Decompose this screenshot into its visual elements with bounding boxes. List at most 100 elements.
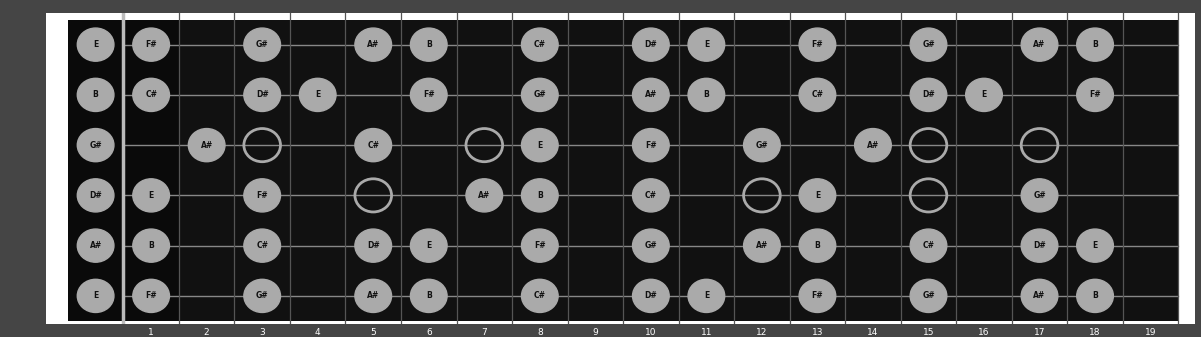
Ellipse shape <box>633 229 669 262</box>
Ellipse shape <box>521 229 558 262</box>
Text: F#: F# <box>145 40 157 49</box>
Bar <box>456 20 512 321</box>
Ellipse shape <box>521 128 558 162</box>
Text: 3: 3 <box>259 328 265 337</box>
Text: E: E <box>149 191 154 200</box>
Ellipse shape <box>411 78 447 112</box>
Text: A#: A# <box>90 241 102 250</box>
Text: F#: F# <box>645 141 657 150</box>
Ellipse shape <box>743 128 781 162</box>
Text: 14: 14 <box>867 328 879 337</box>
Ellipse shape <box>688 28 724 61</box>
Text: G#: G# <box>645 241 657 250</box>
Ellipse shape <box>133 28 169 61</box>
Ellipse shape <box>77 28 114 61</box>
Ellipse shape <box>1021 229 1058 262</box>
Ellipse shape <box>910 28 946 61</box>
Ellipse shape <box>244 279 281 312</box>
Ellipse shape <box>77 128 114 162</box>
Ellipse shape <box>688 78 724 112</box>
Ellipse shape <box>77 179 114 212</box>
Ellipse shape <box>244 78 281 112</box>
Text: 6: 6 <box>426 328 431 337</box>
Text: 18: 18 <box>1089 328 1101 337</box>
Ellipse shape <box>1077 28 1113 61</box>
Text: B: B <box>704 90 710 99</box>
Text: C#: C# <box>645 191 657 200</box>
Text: F#: F# <box>1089 90 1101 99</box>
Text: B: B <box>92 90 98 99</box>
Text: A#: A# <box>645 90 657 99</box>
Ellipse shape <box>633 279 669 312</box>
Bar <box>623 20 679 321</box>
Text: B: B <box>148 241 154 250</box>
Text: F#: F# <box>145 292 157 300</box>
Ellipse shape <box>799 279 836 312</box>
Ellipse shape <box>244 28 281 61</box>
Ellipse shape <box>133 279 169 312</box>
Text: F#: F# <box>534 241 545 250</box>
Ellipse shape <box>411 279 447 312</box>
Text: E: E <box>56 40 62 50</box>
Text: F#: F# <box>423 90 435 99</box>
Ellipse shape <box>466 179 502 212</box>
Text: E: E <box>56 291 62 301</box>
Ellipse shape <box>1021 279 1058 312</box>
Text: F#: F# <box>812 292 823 300</box>
Text: G#: G# <box>256 40 269 49</box>
Text: G: G <box>55 140 64 150</box>
Ellipse shape <box>411 229 447 262</box>
Text: B: B <box>426 292 431 300</box>
Ellipse shape <box>1021 28 1058 61</box>
Text: D#: D# <box>1033 241 1046 250</box>
Ellipse shape <box>411 28 447 61</box>
Text: C#: C# <box>256 241 268 250</box>
Ellipse shape <box>77 78 114 112</box>
Text: A#: A# <box>1033 40 1046 49</box>
Text: D#: D# <box>89 191 102 200</box>
Ellipse shape <box>355 279 392 312</box>
Ellipse shape <box>299 78 336 112</box>
Text: C#: C# <box>533 40 545 49</box>
Ellipse shape <box>77 229 114 262</box>
Text: A#: A# <box>368 40 380 49</box>
Ellipse shape <box>133 78 169 112</box>
Bar <box>846 20 901 321</box>
Bar <box>956 20 1011 321</box>
Ellipse shape <box>633 78 669 112</box>
Ellipse shape <box>1077 229 1113 262</box>
Text: 8: 8 <box>537 328 543 337</box>
Bar <box>124 20 179 321</box>
Text: G#: G# <box>922 292 934 300</box>
Ellipse shape <box>355 128 392 162</box>
Text: E: E <box>426 241 431 250</box>
Ellipse shape <box>855 128 891 162</box>
Ellipse shape <box>910 279 946 312</box>
Bar <box>1123 20 1178 321</box>
Text: C#: C# <box>812 90 824 99</box>
Text: C#: C# <box>145 90 157 99</box>
Ellipse shape <box>799 78 836 112</box>
Ellipse shape <box>799 179 836 212</box>
Bar <box>568 20 623 321</box>
Text: E: E <box>981 90 987 99</box>
Text: G#: G# <box>1033 191 1046 200</box>
Bar <box>346 20 401 321</box>
Text: A#: A# <box>368 292 380 300</box>
Bar <box>790 20 846 321</box>
Ellipse shape <box>521 279 558 312</box>
Ellipse shape <box>910 229 946 262</box>
Ellipse shape <box>355 229 392 262</box>
Text: B: B <box>56 90 64 100</box>
Text: 7: 7 <box>482 328 488 337</box>
Text: 10: 10 <box>645 328 657 337</box>
Ellipse shape <box>1077 78 1113 112</box>
Ellipse shape <box>633 128 669 162</box>
Text: 9: 9 <box>592 328 598 337</box>
Text: E: E <box>814 191 820 200</box>
Text: D#: D# <box>645 292 657 300</box>
Ellipse shape <box>633 179 669 212</box>
Bar <box>734 20 790 321</box>
Text: D#: D# <box>256 90 269 99</box>
Text: A#: A# <box>867 141 879 150</box>
